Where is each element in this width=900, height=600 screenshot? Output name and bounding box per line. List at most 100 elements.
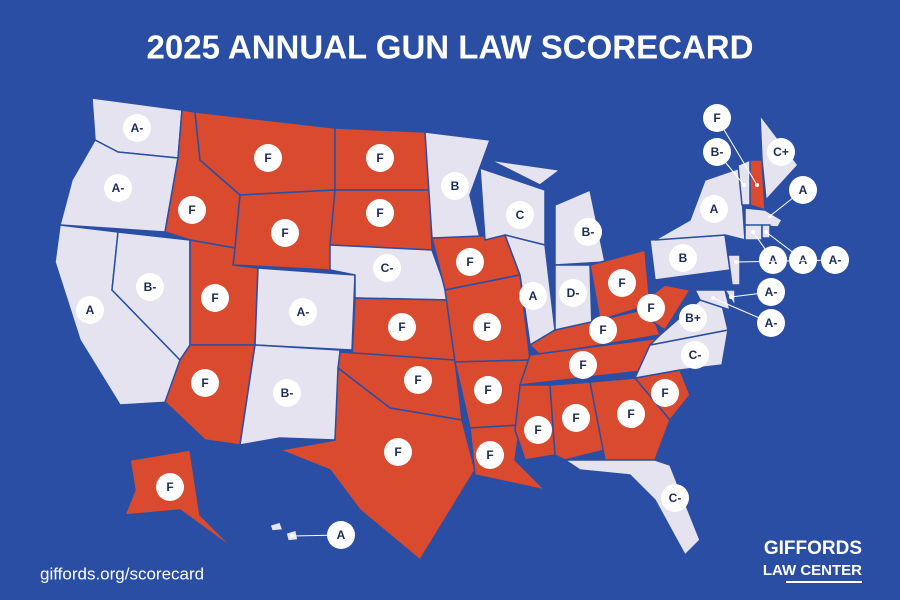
grade-label: F	[376, 151, 383, 165]
grade-label: C-	[669, 491, 682, 505]
grade-label: F	[398, 320, 405, 334]
grade-badge	[679, 304, 707, 332]
grade-badge	[366, 144, 394, 172]
grade-badge	[388, 313, 416, 341]
grade-label: A-	[297, 305, 310, 319]
grade-label: F	[486, 448, 493, 462]
grade-badge	[519, 282, 547, 310]
grades-layer: A- A- A B- F F F F F A- B- F F C- F F F B F F F F C A B- D- F F F F F F…	[76, 104, 849, 549]
grade-label: A	[769, 253, 778, 267]
grade-label: B	[451, 179, 460, 193]
grade-badge	[201, 284, 229, 312]
grade-label: D-	[567, 286, 580, 300]
grade-label: C-	[689, 348, 702, 362]
grade-badge	[366, 199, 394, 227]
grade-label: B	[679, 251, 688, 265]
grade-badge	[373, 254, 401, 282]
leader-dot	[290, 534, 294, 538]
grade-badge	[757, 309, 785, 337]
grade-label: F	[466, 255, 473, 269]
state-shape	[737, 159, 751, 206]
grade-label: F	[414, 373, 421, 387]
grade-label: B-	[144, 280, 157, 294]
state-shape	[279, 367, 476, 561]
grade-badge	[404, 366, 432, 394]
grade-label: F	[627, 407, 634, 421]
grade-badge	[473, 313, 501, 341]
grade-badge	[637, 294, 665, 322]
grade-badge	[441, 172, 469, 200]
grade-badge	[191, 369, 219, 397]
grade-badge	[608, 269, 636, 297]
leader-dot	[734, 260, 738, 264]
leader-dot	[764, 230, 768, 234]
grade-badge	[757, 278, 785, 306]
grade-badge	[254, 144, 282, 172]
grade-label: C	[516, 208, 525, 222]
state-shape	[489, 159, 561, 186]
grade-label: F	[661, 386, 668, 400]
grade-label: F	[188, 203, 195, 217]
grade-badge	[700, 195, 728, 223]
grade-label: A-	[765, 316, 778, 330]
grade-label: C+	[773, 145, 789, 159]
grade-label: A	[337, 528, 346, 542]
state-shape	[744, 207, 783, 228]
grade-label: A-	[112, 181, 125, 195]
grade-badge	[136, 273, 164, 301]
grade-label: B-	[281, 386, 294, 400]
grade-badge	[289, 298, 317, 326]
state-shape	[564, 459, 701, 556]
grade-label: F	[599, 323, 606, 337]
grade-badge	[476, 441, 504, 469]
grade-label: F	[484, 383, 491, 397]
grade-badge	[651, 379, 679, 407]
grade-label: F	[281, 226, 288, 240]
grade-label: A	[710, 202, 719, 216]
grade-badge	[569, 351, 597, 379]
grade-label: A	[86, 303, 95, 317]
grade-label: F	[618, 276, 625, 290]
grade-badge	[506, 201, 534, 229]
title: 2025 ANNUAL GUN LAW SCORECARD	[147, 29, 754, 66]
grade-badge	[123, 114, 151, 142]
grade-badge	[384, 438, 412, 466]
grade-badge	[789, 176, 817, 204]
grade-badge	[789, 246, 817, 274]
grade-label: A-	[765, 285, 778, 299]
grade-label: B+	[685, 311, 701, 325]
leader-dot	[711, 296, 715, 300]
grade-badge	[524, 416, 552, 444]
grade-label: F	[201, 376, 208, 390]
grade-label: F	[211, 291, 218, 305]
leader-line	[735, 259, 836, 263]
grade-label: F	[394, 445, 401, 459]
grade-badge	[661, 484, 689, 512]
grade-label: F	[579, 358, 586, 372]
grade-badge	[156, 473, 184, 501]
leader-dot	[742, 183, 746, 187]
grade-badge	[669, 244, 697, 272]
leader-dot	[755, 183, 759, 187]
leader-dot	[768, 214, 772, 218]
grade-label: F	[264, 151, 271, 165]
state-shape	[694, 289, 731, 311]
grade-badge	[178, 196, 206, 224]
logo-line-1: GIFFORDS	[764, 538, 862, 559]
grade-badge	[273, 379, 301, 407]
grade-badge	[574, 218, 602, 246]
grade-badge	[759, 246, 787, 274]
grade-label: F	[647, 301, 654, 315]
grade-label: A	[799, 183, 808, 197]
grade-badge	[562, 404, 590, 432]
grade-badge	[474, 376, 502, 404]
grade-badge	[589, 316, 617, 344]
grade-label: F	[713, 111, 720, 125]
grade-badge	[703, 138, 731, 166]
grade-badge	[703, 104, 731, 132]
grade-label: F	[376, 206, 383, 220]
footer-url[interactable]: giffords.org/scorecard	[40, 564, 204, 583]
grade-label: F	[483, 320, 490, 334]
grade-badge	[767, 138, 795, 166]
grade-badge	[559, 279, 587, 307]
